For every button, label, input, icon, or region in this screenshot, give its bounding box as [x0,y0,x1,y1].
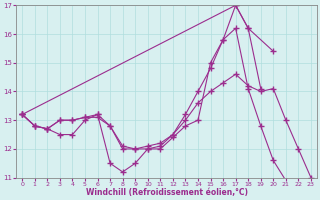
X-axis label: Windchill (Refroidissement éolien,°C): Windchill (Refroidissement éolien,°C) [85,188,248,197]
